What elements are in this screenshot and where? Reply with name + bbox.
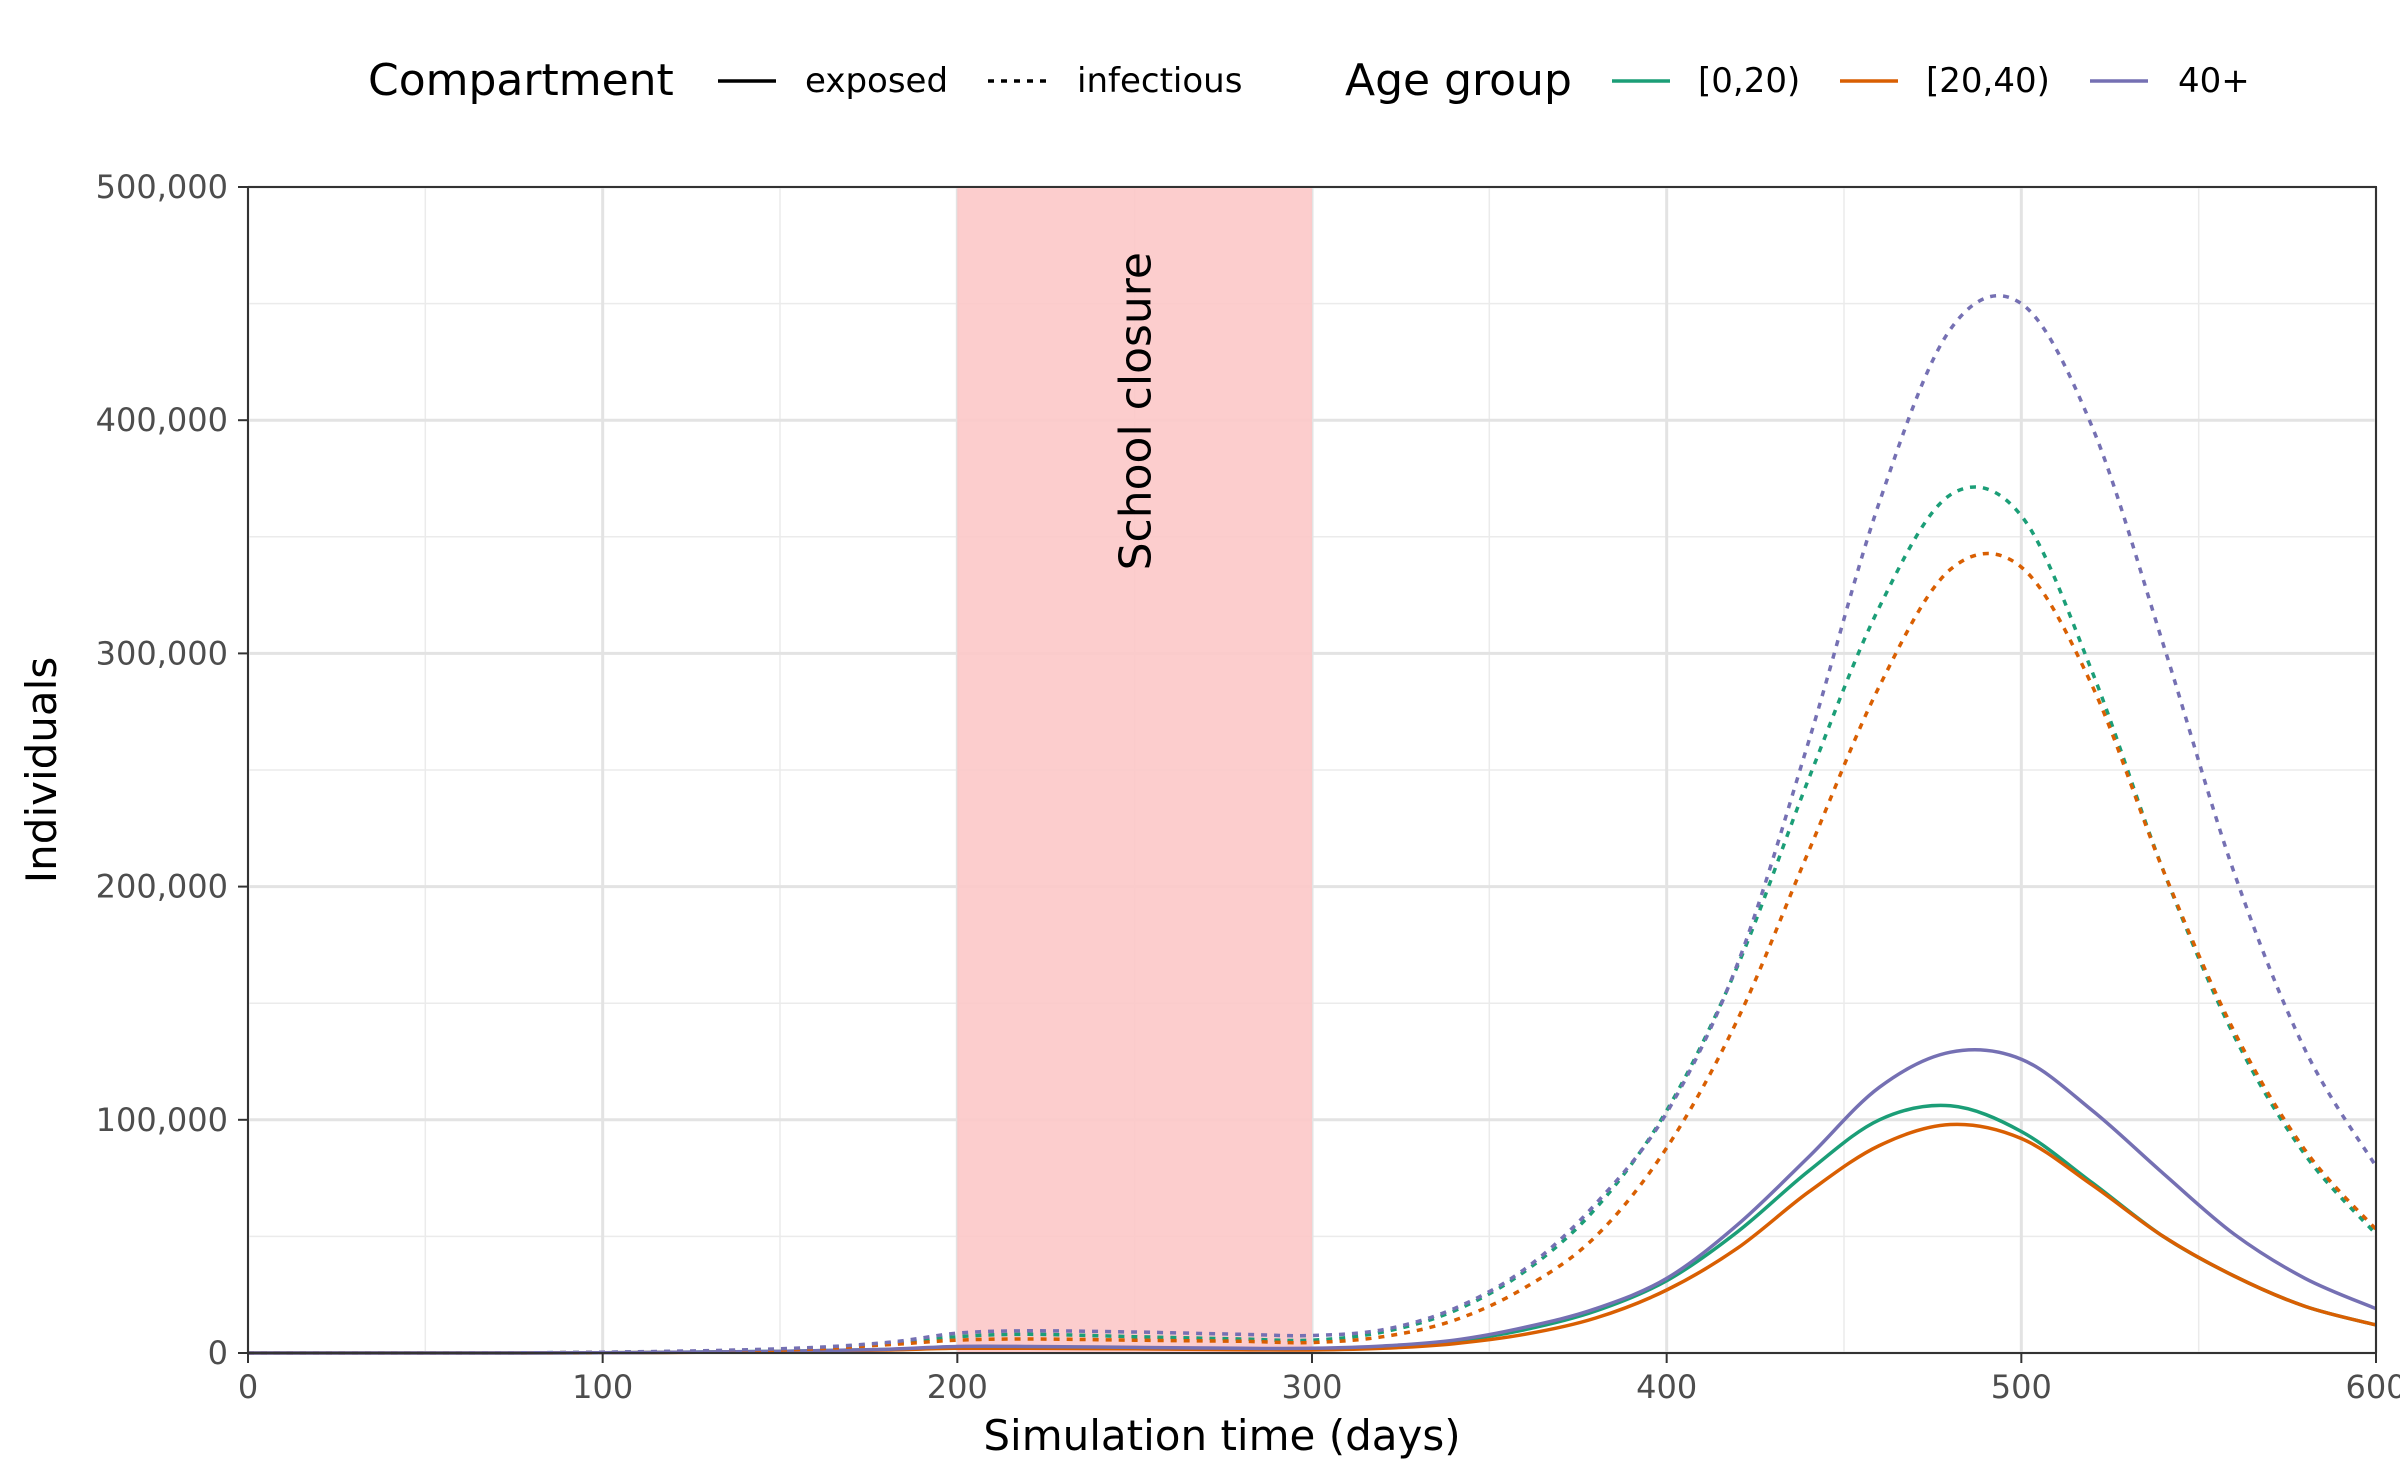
y-tick-label: 100,000 <box>96 1101 228 1139</box>
series-infectious--0-20- <box>247 485 2378 1355</box>
x-axis-title: Simulation time (days) <box>983 1411 1460 1460</box>
series-exposed-40plus <box>247 1048 2377 1355</box>
legend-age-group-title: Age group <box>1345 55 1572 106</box>
x-tick-label: 0 <box>238 1368 258 1406</box>
x-tick-label: 500 <box>1991 1368 2052 1406</box>
y-tick-label: 400,000 <box>96 401 228 439</box>
y-tick-label: 0 <box>208 1334 228 1372</box>
x-tick-label: 400 <box>1636 1368 1697 1406</box>
x-tick-label: 100 <box>572 1368 633 1406</box>
legend-label-age-20-40: [20,40) <box>1926 61 2050 101</box>
y-axis-title: Individuals <box>17 657 66 883</box>
legend-compartment-title: Compartment <box>368 55 674 106</box>
legend-label-age-0-20: [0,20) <box>1698 61 1800 101</box>
school-closure-band <box>957 187 1312 1353</box>
y-tick-label: 300,000 <box>96 634 228 672</box>
y-tick-label: 200,000 <box>96 868 228 906</box>
axes: 0 100 200 300 400 500 600 0 100,000 200,000 300,00… <box>96 168 2400 1406</box>
x-tick-label: 600 <box>2345 1368 2400 1406</box>
school-closure-label: School closure <box>1111 252 1162 570</box>
legend-label-infectious: infectious <box>1077 61 1242 101</box>
legend-label-age-40-plus: 40+ <box>2178 61 2250 101</box>
legend-label-exposed: exposed <box>805 61 948 101</box>
series-layer <box>247 293 2378 1355</box>
legend: Compartment exposed infectious Age group… <box>368 55 2250 106</box>
x-tick-label: 200 <box>927 1368 988 1406</box>
y-tick-label: 500,000 <box>96 168 228 206</box>
x-tick-label: 300 <box>1281 1368 1342 1406</box>
